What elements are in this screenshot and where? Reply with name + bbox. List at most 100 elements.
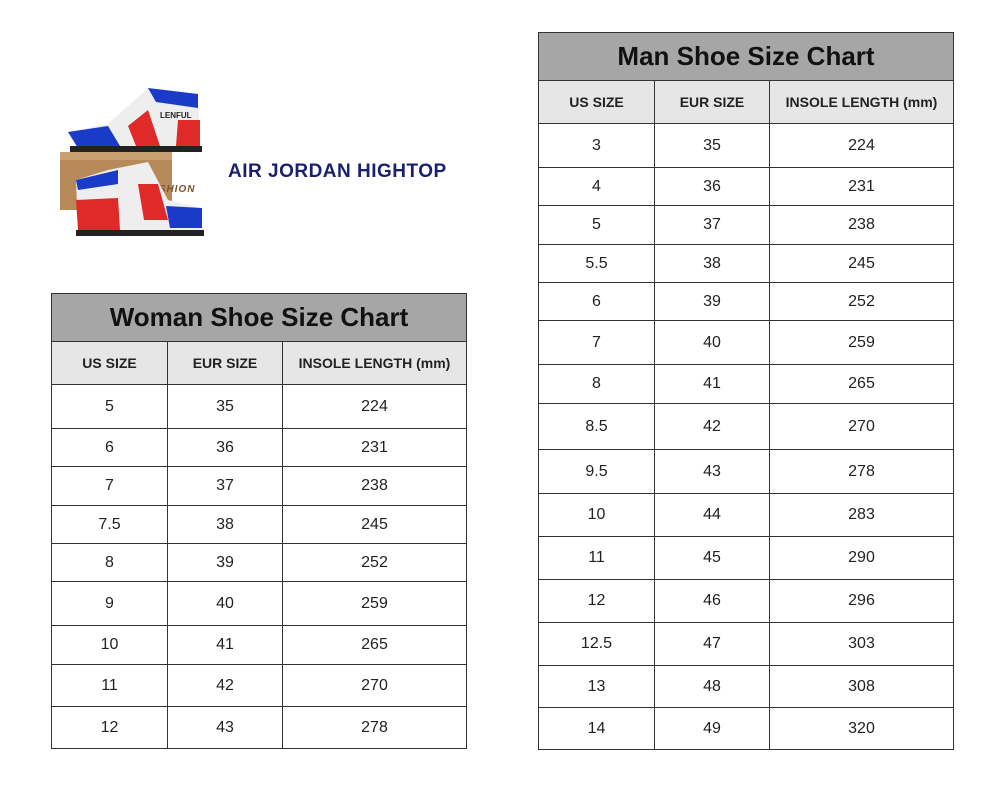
cell-eur-size: 35 <box>654 123 770 168</box>
woman-size-chart: Woman Shoe Size Chart US SIZE EUR SIZE I… <box>51 293 467 749</box>
cell-insole-length: 265 <box>768 364 955 404</box>
cell-insole-length: 231 <box>768 167 955 206</box>
cell-eur-size: 46 <box>654 579 770 623</box>
table-row: 6 36 231 <box>51 428 467 467</box>
cell-us-size: 12.5 <box>538 622 655 666</box>
cell-insole-length: 283 <box>768 493 955 537</box>
col-us-size: US SIZE <box>51 341 168 385</box>
cell-us-size: 3 <box>538 123 655 168</box>
cell-us-size: 11 <box>538 536 655 580</box>
table-row: 5 37 238 <box>538 205 955 245</box>
cell-us-size: 6 <box>51 428 168 467</box>
col-eur-size: EUR SIZE <box>654 80 770 124</box>
table-row: 8.5 42 270 <box>538 403 955 450</box>
cell-insole-length: 320 <box>768 707 955 750</box>
cell-us-size: 9 <box>51 581 168 626</box>
cell-insole-length: 303 <box>768 622 955 666</box>
cell-insole-length: 245 <box>282 505 467 544</box>
cell-us-size: 13 <box>538 665 655 708</box>
table-row: 7 37 238 <box>51 466 467 506</box>
cell-us-size: 10 <box>538 493 655 537</box>
table-row: 12 46 296 <box>538 579 955 623</box>
table-row: 3 35 224 <box>538 123 955 168</box>
cell-insole-length: 278 <box>282 706 467 749</box>
cell-us-size: 4 <box>538 167 655 206</box>
table-row: 4 36 231 <box>538 167 955 206</box>
cell-us-size: 10 <box>51 625 168 665</box>
cell-eur-size: 40 <box>167 581 283 626</box>
cell-eur-size: 48 <box>654 665 770 708</box>
cell-us-size: 7 <box>538 320 655 365</box>
cell-eur-size: 41 <box>654 364 770 404</box>
cell-us-size: 5 <box>51 384 168 429</box>
box-text: FASHION <box>144 184 195 195</box>
col-insole-length: INSOLE LENGTH (mm) <box>768 80 955 124</box>
cell-eur-size: 47 <box>654 622 770 666</box>
table-row: 6 39 252 <box>538 282 955 321</box>
cell-us-size: 7 <box>51 466 168 506</box>
woman-chart-title: Woman Shoe Size Chart <box>51 293 467 342</box>
cell-eur-size: 35 <box>167 384 283 429</box>
cell-eur-size: 40 <box>654 320 770 365</box>
cell-eur-size: 39 <box>167 543 283 582</box>
cell-insole-length: 270 <box>282 664 467 707</box>
cell-us-size: 8.5 <box>538 403 655 450</box>
table-row: 9.5 43 278 <box>538 449 955 494</box>
cell-eur-size: 49 <box>654 707 770 750</box>
table-row: 10 44 283 <box>538 493 955 537</box>
product-image: FASHION LENFUL <box>60 88 204 236</box>
cell-eur-size: 37 <box>654 205 770 245</box>
cell-us-size: 12 <box>538 579 655 623</box>
table-row: 10 41 265 <box>51 625 467 665</box>
table-row: 8 41 265 <box>538 364 955 404</box>
cell-insole-length: 245 <box>768 244 955 283</box>
cell-insole-length: 308 <box>768 665 955 708</box>
cell-insole-length: 231 <box>282 428 467 467</box>
cell-eur-size: 38 <box>654 244 770 283</box>
table-row: 11 45 290 <box>538 536 955 580</box>
col-us-size: US SIZE <box>538 80 655 124</box>
table-row: 5.5 38 245 <box>538 244 955 283</box>
cell-eur-size: 37 <box>167 466 283 506</box>
cell-eur-size: 36 <box>167 428 283 467</box>
man-chart-title: Man Shoe Size Chart <box>537 32 955 81</box>
cell-us-size: 12 <box>51 706 168 749</box>
cell-eur-size: 38 <box>167 505 283 544</box>
table-row: 13 48 308 <box>538 665 955 708</box>
col-eur-size: EUR SIZE <box>167 341 283 385</box>
cell-insole-length: 270 <box>768 403 955 450</box>
cell-insole-length: 265 <box>282 625 467 665</box>
cell-us-size: 5.5 <box>538 244 655 283</box>
table-row: 12.5 47 303 <box>538 622 955 666</box>
cell-eur-size: 44 <box>654 493 770 537</box>
cell-eur-size: 45 <box>654 536 770 580</box>
cell-insole-length: 252 <box>768 282 955 321</box>
product-title: AIR JORDAN HIGHTOP <box>228 161 447 182</box>
table-row: 8 39 252 <box>51 543 467 582</box>
cell-insole-length: 296 <box>768 579 955 623</box>
cell-us-size: 9.5 <box>538 449 655 494</box>
cell-eur-size: 36 <box>654 167 770 206</box>
cell-insole-length: 259 <box>768 320 955 365</box>
cell-eur-size: 43 <box>167 706 283 749</box>
cell-eur-size: 42 <box>654 403 770 450</box>
cell-insole-length: 224 <box>282 384 467 429</box>
cell-eur-size: 41 <box>167 625 283 665</box>
cell-insole-length: 224 <box>768 123 955 168</box>
col-insole-length: INSOLE LENGTH (mm) <box>282 341 467 385</box>
table-row: 14 49 320 <box>538 707 955 750</box>
table-row: 5 35 224 <box>51 384 467 429</box>
cell-eur-size: 39 <box>654 282 770 321</box>
table-row: 9 40 259 <box>51 581 467 626</box>
table-row: 7.5 38 245 <box>51 505 467 544</box>
cell-insole-length: 238 <box>768 205 955 245</box>
cell-us-size: 11 <box>51 664 168 707</box>
cell-insole-length: 290 <box>768 536 955 580</box>
cell-us-size: 6 <box>538 282 655 321</box>
cell-insole-length: 238 <box>282 466 467 506</box>
table-row: 11 42 270 <box>51 664 467 707</box>
table-row: 7 40 259 <box>538 320 955 365</box>
shoe-logo-text: LENFUL <box>160 111 192 120</box>
cell-us-size: 7.5 <box>51 505 168 544</box>
cell-us-size: 14 <box>538 707 655 750</box>
